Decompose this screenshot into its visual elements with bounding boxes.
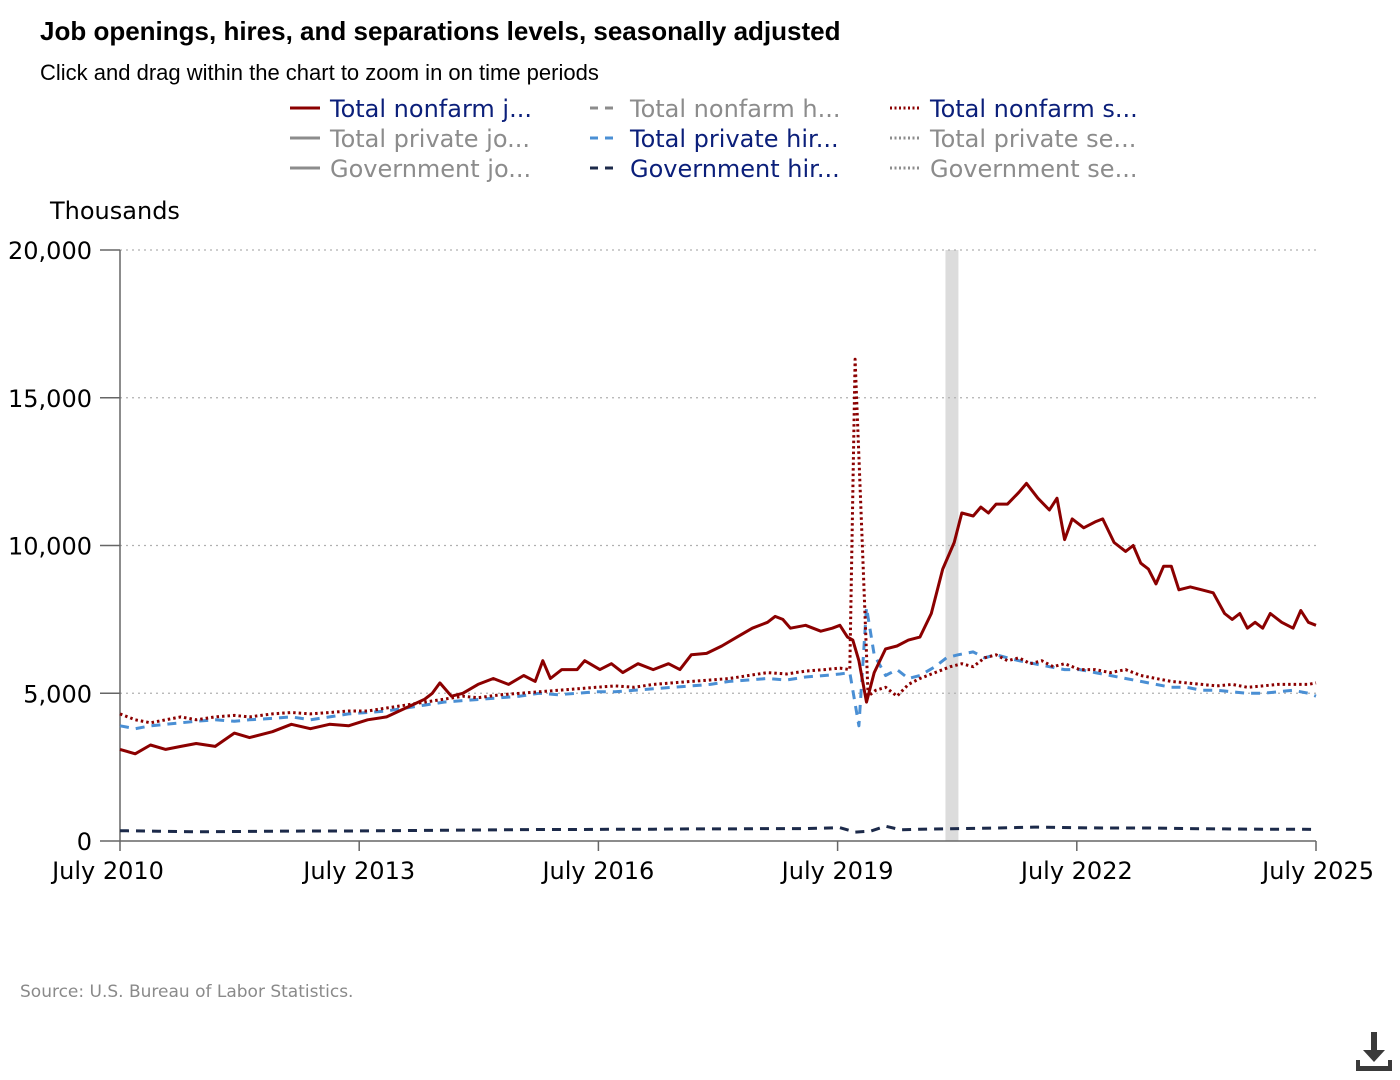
x-tick-label: July 2016 xyxy=(540,857,654,885)
y-tick-label: 20,000 xyxy=(8,237,92,265)
legend-label: Total private se... xyxy=(929,125,1136,153)
legend-item[interactable]: Government hir... xyxy=(590,155,840,183)
legend-item[interactable]: Total nonfarm j... xyxy=(290,95,532,123)
y-tick-label: 5,000 xyxy=(23,680,92,708)
download-icon[interactable] xyxy=(1352,1030,1396,1076)
x-tick-label: July 2022 xyxy=(1019,857,1133,885)
legend-label: Government hir... xyxy=(630,155,840,183)
legend: Total nonfarm j... Total nonfarm h... Tota… xyxy=(290,95,1138,183)
x-tick-label: July 2025 xyxy=(1260,857,1374,885)
series-line-total-nonfarm-job-openings xyxy=(119,481,1317,756)
legend-item[interactable]: Total private jo... xyxy=(290,125,530,153)
legend-label: Government jo... xyxy=(330,155,531,183)
legend-item[interactable]: Total nonfarm h... xyxy=(590,95,841,123)
legend-label: Total private jo... xyxy=(329,125,530,153)
y-tick-label: 15,000 xyxy=(8,385,92,413)
legend-item[interactable]: Total private hir... xyxy=(590,125,839,153)
y-tick-label: 0 xyxy=(77,828,92,856)
legend-label: Government se... xyxy=(930,155,1137,183)
x-tick-label: July 2013 xyxy=(301,857,415,885)
legend-item[interactable]: Government se... xyxy=(890,155,1137,183)
legend-label: Total nonfarm j... xyxy=(329,95,532,123)
legend-label: Total private hir... xyxy=(629,125,839,153)
x-tick-label: July 2010 xyxy=(50,857,164,885)
series-line-government-hires xyxy=(119,824,1317,834)
chart-subtitle: Click and drag within the chart to zoom … xyxy=(40,60,599,85)
chart-area[interactable]: Total nonfarm j... Total nonfarm h... Tota… xyxy=(0,0,1400,960)
legend-item[interactable]: Total nonfarm s... xyxy=(890,95,1138,123)
x-tick-label: July 2019 xyxy=(780,857,894,885)
legend-label: Total nonfarm h... xyxy=(629,95,841,123)
y-tick-label: 10,000 xyxy=(8,533,92,561)
chart-title: Job openings, hires, and separations lev… xyxy=(40,16,841,46)
source-note: Source: U.S. Bureau of Labor Statistics. xyxy=(20,982,354,1002)
series-line-total-nonfarm-separations xyxy=(119,357,1317,725)
series-line-total-private-hires xyxy=(119,606,1317,731)
legend-item[interactable]: Government jo... xyxy=(290,155,531,183)
y-axis-label: Thousands xyxy=(49,197,180,225)
legend-item[interactable]: Total private se... xyxy=(890,125,1136,153)
legend-label: Total nonfarm s... xyxy=(929,95,1138,123)
